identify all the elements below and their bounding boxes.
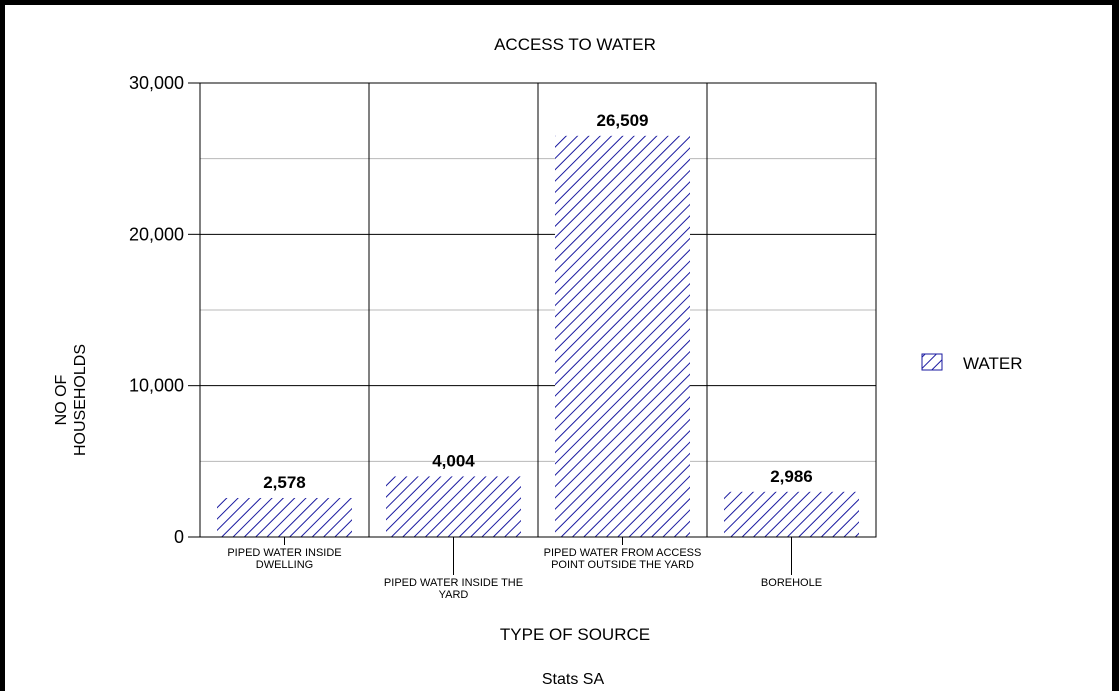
y-tick-label: 20,000 [129, 224, 184, 244]
bar [217, 497, 352, 537]
category-dividers [368, 83, 708, 537]
y-axis-title: NO OF HOUSEHOLDS [53, 344, 89, 456]
bar-value-label: 2,986 [770, 467, 813, 486]
value-labels: 2,578 4,004 26,509 2,986 [263, 111, 813, 492]
bar [386, 476, 521, 537]
x-tick-label: PIPED WATER INSIDE THE [384, 577, 523, 589]
x-tick-label: BOREHOLE [761, 577, 822, 589]
y-tick-label: 30,000 [129, 73, 184, 93]
bar-value-label: 26,509 [597, 111, 649, 130]
bar [555, 135, 690, 538]
y-axis-title-line-1: NO OF [53, 374, 70, 425]
legend-swatch [921, 353, 943, 371]
y-axis-title-line-2: HOUSEHOLDS [72, 344, 89, 456]
legend-label: WATER [963, 354, 1023, 373]
y-axis-ticks: 0 10,000 20,000 30,000 [129, 73, 200, 547]
bars [217, 135, 859, 538]
x-tick-label: PIPED WATER FROM ACCESS [544, 547, 702, 559]
bar-value-label: 2,578 [263, 473, 306, 492]
source-caption: Stats SA [542, 671, 605, 688]
y-tick-label: 10,000 [129, 376, 184, 396]
x-tick-label: PIPED WATER INSIDE [227, 547, 341, 559]
bar [724, 491, 859, 537]
x-tick-label: YARD [439, 589, 469, 601]
x-axis-title: TYPE OF SOURCE [500, 625, 650, 644]
plot-border [199, 82, 877, 538]
x-tick-label: POINT OUTSIDE THE YARD [551, 559, 694, 571]
x-tick-label: DWELLING [256, 559, 313, 571]
chart-title: ACCESS TO WATER [494, 35, 656, 54]
legend: WATER [921, 353, 1023, 373]
y-tick-label: 0 [174, 527, 184, 547]
bar-value-label: 4,004 [432, 451, 475, 470]
